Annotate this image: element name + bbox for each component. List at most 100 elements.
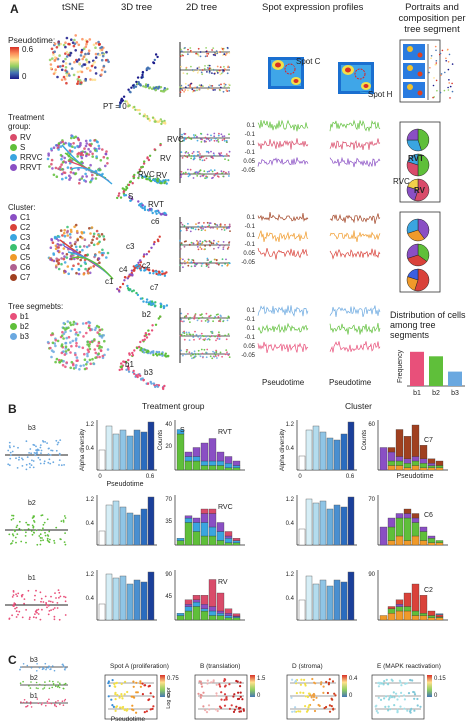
seg-point [11,450,14,453]
tree-point [188,243,191,246]
tree-point [209,335,211,338]
seg-point [11,614,14,617]
tree-point [217,141,220,143]
cell-point [85,363,88,366]
c-seg-point [35,681,38,684]
c-map-point [143,711,146,714]
count-segment [411,522,420,537]
c-map-point [299,683,302,686]
tree-point [225,338,228,341]
distribution-chart: b1 b2 b3 [407,351,465,397]
tree-branch-label: S [128,192,134,201]
tree-point [192,89,195,92]
c-seg-point [43,687,46,689]
tree-branch-label: RVC [138,170,155,179]
cell-point [64,341,68,345]
c-seg-point [36,698,39,700]
c-seg-point [62,704,65,706]
seg-point [36,448,39,451]
tree-point [163,384,166,388]
profile-tick: 0.1 [247,123,256,129]
tree-point [222,246,225,249]
tree-point [148,154,152,157]
tree-point [219,351,222,354]
tree-point [132,176,135,180]
cell-point [94,356,97,360]
cell-point [99,168,102,172]
cell-point [86,343,89,346]
alpha-bar [326,437,334,471]
tree-point [214,54,217,57]
profile-tick: 0.05 [243,159,255,165]
tree-point [229,230,231,233]
tsne-pseudotime [48,34,110,86]
profile-tick: -0.1 [245,150,256,156]
c-seg-point [57,685,60,687]
tree-point [205,175,208,178]
cell-point [60,172,64,176]
portrait-hot2-core [363,84,369,88]
tree-point [180,176,182,179]
tree-branch-label: c7 [150,283,159,292]
seg-point [50,609,52,611]
tree-point [197,248,200,251]
count-segment [379,526,388,546]
c-map-point [220,691,223,694]
tree-point [154,88,158,92]
tree-point [154,301,157,304]
alpha-bar [312,502,320,546]
cell-point [55,257,58,261]
cluster-tag2: C6 [424,512,433,519]
count-segment [184,456,193,462]
cell-point [84,254,87,257]
cell-point [54,68,57,71]
tree-point [205,265,208,267]
seg-point [33,515,35,518]
tree-point [118,192,121,195]
c-seg-point [48,687,51,690]
tree-point [157,384,161,387]
count-segment [200,465,209,471]
tree-point [199,355,202,358]
c-colorbar-max: 0.15 [434,676,446,682]
cell-point [56,242,59,246]
c-map-point [331,680,335,683]
cell-point [85,331,88,335]
tree-point [211,170,214,173]
cell-point [85,175,88,178]
cell-point [106,156,109,160]
tree-point [220,152,223,154]
tree-point [200,248,203,250]
alpha-bar [298,455,306,471]
c-map-point [306,695,309,699]
cell-point [75,364,78,367]
c-map-point [291,710,294,713]
tree-point [191,88,194,91]
cell-point [85,142,89,145]
count-segment [435,467,444,471]
tree-point [216,227,219,230]
cell-point [63,255,66,258]
cell-point [57,235,61,239]
count-segment [216,615,225,621]
cell-point [77,272,81,276]
seg-point [39,618,42,621]
mini-point [448,53,451,56]
count-segment [419,615,428,621]
tree-point [192,259,195,262]
tree-point [126,365,130,368]
c-colorbar [427,675,432,697]
mini-point [440,73,443,75]
cell-point [63,234,67,238]
alpha-tick: 1.2 [286,422,295,428]
c-map-point [389,708,392,711]
tree-point [151,324,154,327]
seg-point [39,446,42,449]
seg-point [25,468,28,471]
tree-point [203,348,206,351]
tree-point [185,68,188,70]
pseudotime-min: 0 [22,72,27,81]
tree-point [148,207,152,211]
cell-point [95,324,99,328]
seg-point [48,458,51,461]
